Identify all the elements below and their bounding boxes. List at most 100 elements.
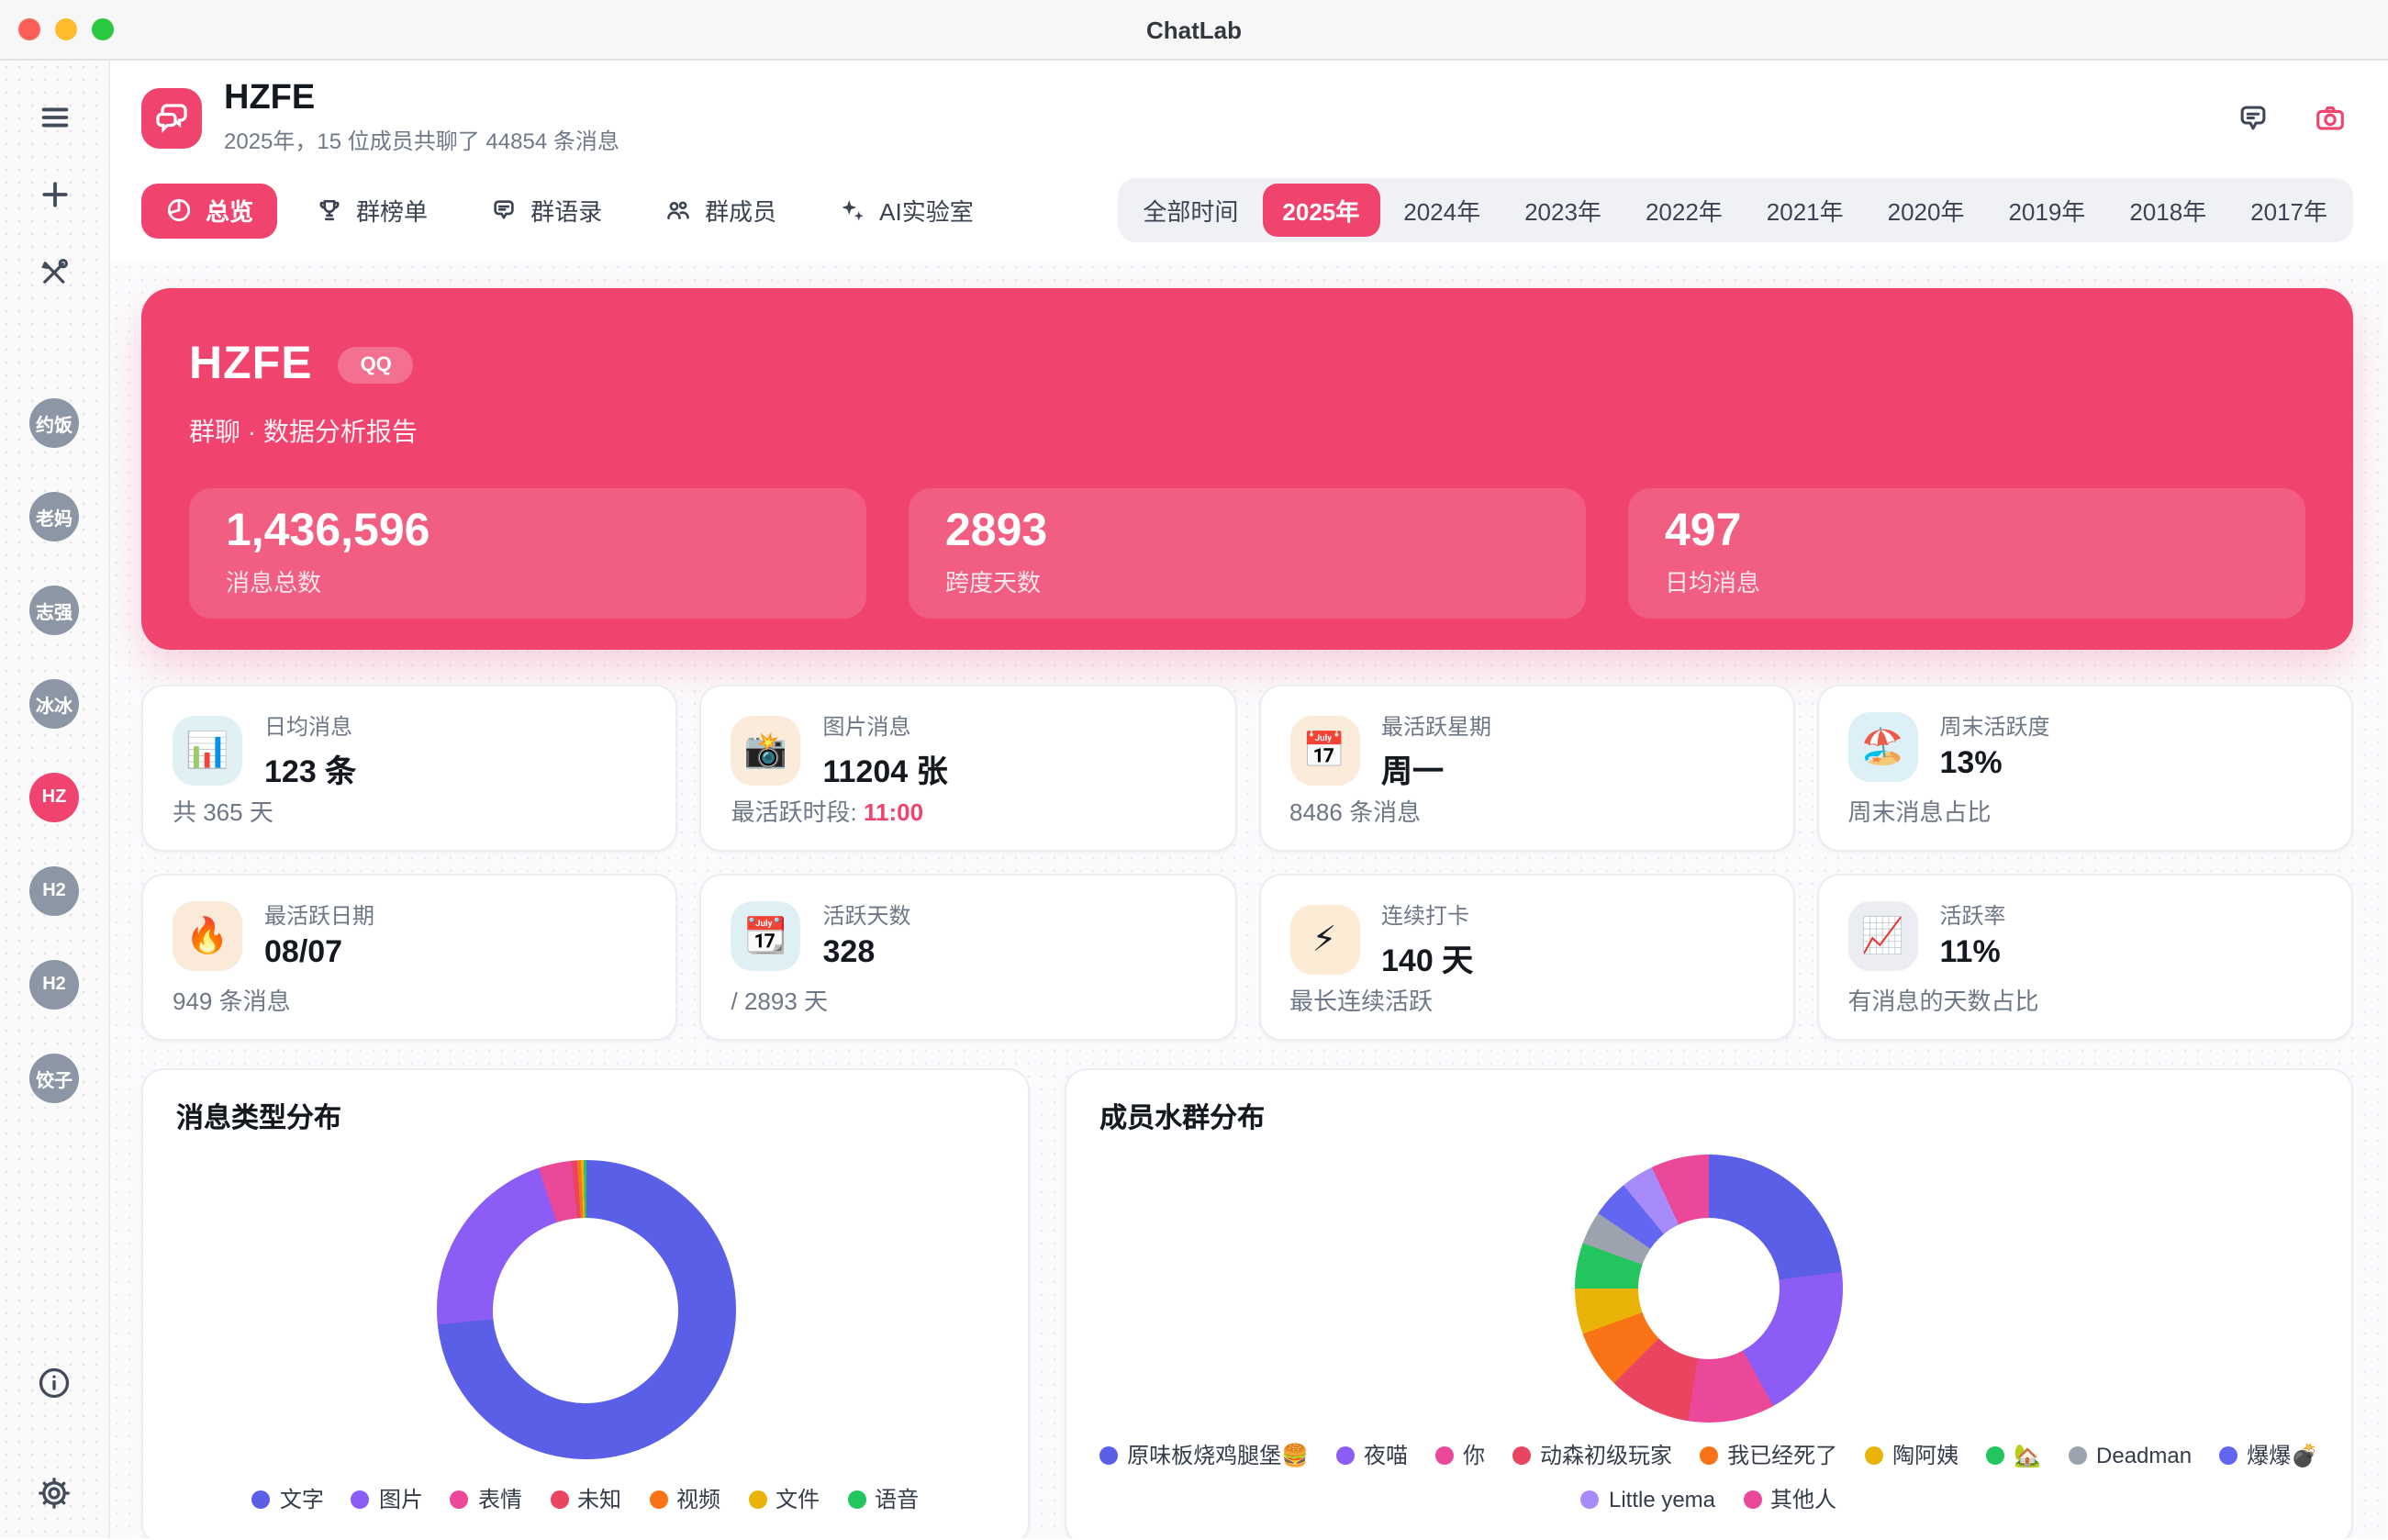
year-option-2024年[interactable]: 2024年 [1383, 184, 1501, 237]
donut-wrap [176, 1136, 995, 1483]
stat-card-value: 11% [1939, 934, 2001, 969]
group-header: HZFE 2025年，15 位成员共聊了 44854 条消息 [141, 79, 2353, 156]
tab-label: 群语录 [530, 198, 603, 226]
chart-title: 消息类型分布 [176, 1103, 342, 1134]
stat-card-top: 🔥 最活跃日期 08/07 [173, 899, 647, 971]
year-option-2022年[interactable]: 2022年 [1625, 184, 1743, 237]
legend-label: 文字 [279, 1487, 324, 1512]
hero-group-name: HZFE [189, 338, 313, 389]
stat-card-grid: 📊 日均消息 123 条共 365 天 📸 图片消息 11204 张最活跃时段: 11:0… [141, 685, 2353, 1041]
year-option-2018年[interactable]: 2018年 [2109, 184, 2226, 237]
legend-dot [649, 1490, 668, 1508]
legend-item-动森初级玩家: 动森初级玩家 [1512, 1439, 1672, 1470]
window-titlebar: ChatLab [0, 0, 2388, 61]
stat-card-meta: 日均消息 123 条 [264, 710, 356, 791]
hero-stat-日均消息: 497 日均消息 [1628, 488, 2305, 619]
legend-item-原味板烧鸡腿堡🍔: 原味板烧鸡腿堡🍔 [1099, 1439, 1309, 1470]
legend-item-语音: 语音 [847, 1483, 919, 1514]
sidebar-avatar-老妈[interactable]: 老妈 [29, 492, 79, 541]
tab-bar: 总览 群榜单 群语录 群成员 AI实验室 [141, 183, 998, 238]
legend-dot [1865, 1445, 1884, 1464]
hero-stat-跨度天数: 2893 跨度天数 [909, 488, 1586, 619]
app-body: 约饭老妈志强冰冰 HZ H2 H2 饺子 [0, 61, 2388, 1538]
lightning-emoji-icon: ⚡ [1289, 905, 1359, 975]
legend-label: 文件 [776, 1487, 820, 1512]
main-area: HZFE 2025年，15 位成员共聊了 44854 条消息 总览 群榜单 群语录 群… [110, 61, 2388, 1538]
sidebar-avatar-H2[interactable]: H2 [29, 866, 79, 916]
stat-card-value: 328 [822, 934, 876, 969]
legend-dot [1099, 1445, 1119, 1464]
tab-AI实验室[interactable]: AI实验室 [815, 183, 998, 238]
legend-label: 原味板烧鸡腿堡🍔 [1127, 1443, 1309, 1468]
legend-label: Deadman [2096, 1442, 2193, 1467]
legend-item-视频: 视频 [649, 1483, 720, 1514]
year-option-2023年[interactable]: 2023年 [1504, 184, 1622, 237]
year-option-全部时间[interactable]: 全部时间 [1122, 184, 1258, 237]
donut-hole [493, 1217, 679, 1402]
gear-icon[interactable] [30, 1468, 78, 1516]
legend-item-Deadman: Deadman [2069, 1439, 2192, 1470]
legend-label: 🏡 [2014, 1442, 2042, 1467]
stat-card-label: 周末活跃度 [1939, 714, 2050, 740]
minimize-window-button[interactable] [55, 18, 77, 40]
stat-card-value: 140 天 [1381, 943, 1474, 978]
tab-群榜单[interactable]: 群榜单 [292, 183, 452, 238]
sidebar-avatar-H2[interactable]: H2 [29, 960, 79, 1010]
stat-card-footer: / 2893 天 [731, 988, 829, 1015]
beach-umbrella-emoji-icon: 🏖️ [1847, 711, 1918, 781]
chart-up-emoji-icon: 📈 [1847, 900, 1918, 970]
hamburger-menu-icon[interactable] [30, 94, 78, 141]
users-icon [664, 196, 692, 224]
legend-dot [251, 1490, 271, 1508]
hero-title-row: HZFE QQ [189, 338, 2305, 391]
close-window-button[interactable] [18, 18, 40, 40]
sidebar-bottom [30, 1358, 78, 1516]
info-icon[interactable] [30, 1358, 78, 1406]
message-type-legend: 文字 图片 表情 未知 视频 文件 语音 [176, 1483, 995, 1522]
sidebar-avatar-饺子[interactable]: 饺子 [29, 1054, 79, 1103]
chat-bubbles-icon [155, 104, 186, 133]
camera-icon[interactable] [2305, 94, 2353, 141]
sidebar-avatar-约饭[interactable]: 约饭 [29, 398, 79, 448]
legend-dot [550, 1490, 568, 1508]
hero-report-card: HZFE QQ 群聊 · 数据分析报告 1,436,596 消息总数 2893 跨度天… [141, 288, 2353, 650]
stat-card-日均消息: 📊 日均消息 123 条共 365 天 [141, 685, 678, 852]
legend-label: 语音 [875, 1487, 920, 1512]
sidebar: 约饭老妈志强冰冰 HZ H2 H2 饺子 [0, 61, 110, 1538]
stat-card-value: 08/07 [264, 934, 343, 969]
sidebar-avatar-志强[interactable]: 志强 [29, 586, 79, 635]
year-option-2020年[interactable]: 2020年 [1868, 184, 1985, 237]
tools-icon[interactable] [30, 248, 78, 296]
tab-群语录[interactable]: 群语录 [466, 183, 626, 238]
fire-emoji-icon: 🔥 [173, 900, 242, 970]
tab-群成员[interactable]: 群成员 [641, 183, 800, 238]
year-option-2019年[interactable]: 2019年 [1988, 184, 2105, 237]
tab-总览[interactable]: 总览 [141, 183, 278, 238]
year-option-2021年[interactable]: 2021年 [1746, 184, 1864, 237]
sidebar-avatar-HZ[interactable]: HZ [29, 773, 79, 822]
legend-item-你: 你 [1435, 1439, 1485, 1470]
sidebar-avatar-冰冰[interactable]: 冰冰 [29, 679, 79, 729]
stat-card-footer: 949 条消息 [173, 988, 291, 1015]
zoom-window-button[interactable] [92, 18, 114, 40]
stat-card-label: 活跃率 [1939, 903, 2006, 929]
legend-item-图片: 图片 [351, 1483, 423, 1514]
hero-stat-value: 497 [1665, 505, 1742, 556]
stat-card-连续打卡: ⚡ 连续打卡 140 天最长连续活跃 [1258, 874, 1795, 1041]
content-scroll-area: HZFE QQ 群聊 · 数据分析报告 1,436,596 消息总数 2893 跨度天… [110, 261, 2388, 1538]
trophy-icon [316, 196, 343, 224]
legend-dot [1512, 1445, 1532, 1464]
stat-card-label: 最活跃星期 [1381, 714, 1492, 740]
comment-icon[interactable] [2228, 94, 2276, 141]
stat-card-meta: 最活跃日期 08/07 [264, 899, 374, 971]
legend-row: 文字 图片 表情 未知 视频 文件 语音 [176, 1483, 995, 1514]
tab-label: 群成员 [705, 198, 777, 226]
charts-grid: 消息类型分布 文字 图片 表情 未知 视频 文件 语音 成员水群分布 [141, 1068, 2353, 1538]
stat-card-top: 📈 活跃率 11% [1847, 899, 2323, 971]
year-option-2025年[interactable]: 2025年 [1262, 184, 1380, 237]
tab-label: AI实验室 [879, 198, 974, 226]
plus-icon[interactable] [30, 171, 78, 218]
donut-wrap [1099, 1136, 2318, 1439]
year-option-2017年[interactable]: 2017年 [2230, 184, 2348, 237]
legend-item-Little yema: Little yema [1580, 1483, 1715, 1514]
